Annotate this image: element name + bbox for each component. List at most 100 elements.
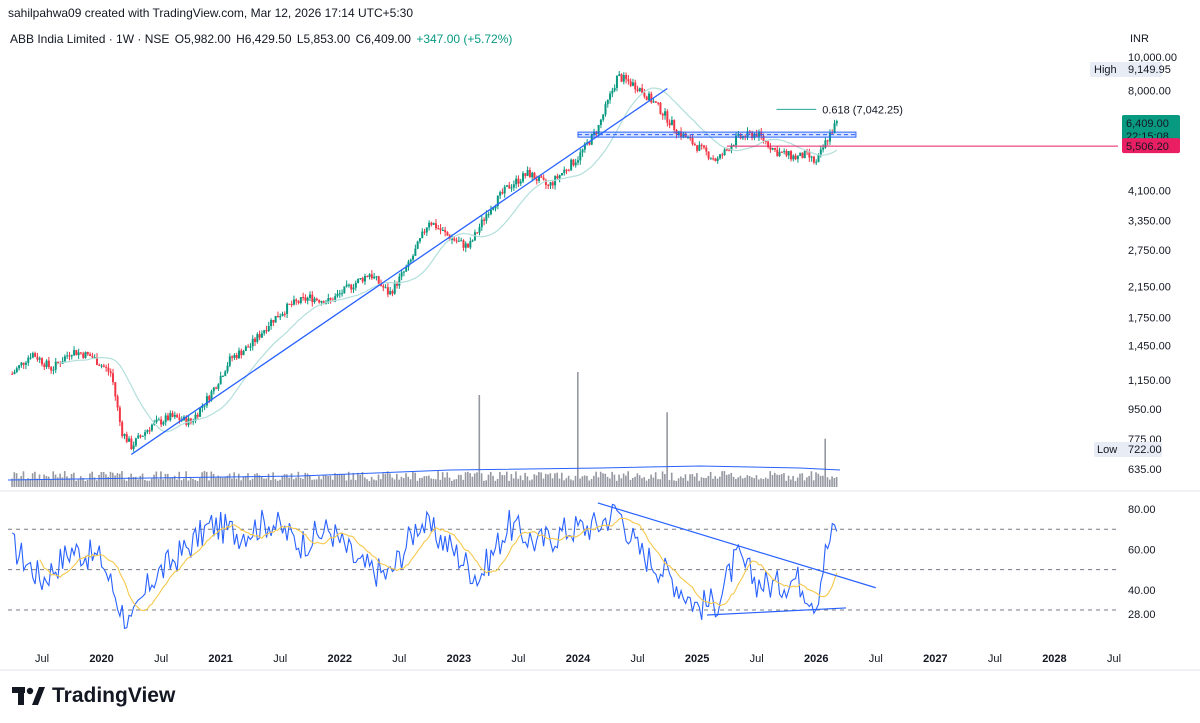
volume-bar [366, 479, 368, 487]
volume-bar [638, 475, 641, 487]
candle-body [162, 422, 165, 425]
time-axis-label: 2020 [89, 653, 113, 665]
volume-bar [144, 479, 146, 487]
volume-bar [309, 475, 311, 487]
volume-bar [199, 477, 201, 487]
candle-body [597, 124, 600, 135]
volume-bar [205, 471, 208, 487]
candle-body [219, 375, 222, 385]
volume-bar [595, 471, 597, 487]
volume-bar [826, 477, 829, 487]
candle-body [735, 135, 738, 146]
candle-body [402, 271, 405, 273]
volume-bar [251, 478, 254, 487]
price-axis-label: 8,000.00 [1128, 85, 1171, 97]
candle-body [311, 294, 314, 303]
candle-body [501, 192, 504, 194]
candle-body [169, 413, 172, 421]
volume-bar [631, 477, 634, 487]
candle-body [400, 272, 403, 277]
candle-body [709, 158, 712, 160]
candle-body [75, 350, 78, 356]
candle-body [228, 356, 231, 366]
candle-body [780, 151, 783, 153]
ascending-trendline [130, 87, 668, 455]
candle-body [338, 293, 341, 295]
volume-bar [93, 477, 96, 487]
symbol-name[interactable]: ABB India Limited · 1W · NSE [10, 32, 170, 46]
candle-body [215, 387, 218, 389]
candle-body [306, 297, 309, 301]
volume-bar [480, 473, 483, 487]
volume-bar [693, 476, 696, 487]
volume-bar [169, 477, 171, 487]
volume-bar [707, 475, 710, 487]
volume-bar [570, 479, 572, 487]
candle-body [221, 375, 224, 377]
candle-body [462, 240, 465, 248]
candle-body [487, 214, 490, 216]
candle-body [739, 133, 742, 139]
candle-body [86, 352, 89, 355]
candle-body [508, 185, 511, 189]
high-label: High [1094, 64, 1117, 76]
volume-bar [666, 412, 668, 487]
candle-body [531, 172, 534, 178]
volume-bar [478, 395, 481, 487]
volume-bar [524, 472, 526, 487]
volume-bar [357, 472, 359, 487]
volume-bar [380, 479, 382, 487]
candle-body [309, 294, 311, 298]
volume-bar [121, 471, 123, 487]
time-axis-label: Jul [631, 653, 645, 665]
rsi-axis-label: 80.00 [1128, 504, 1156, 516]
candle-body [579, 152, 582, 161]
volume-bar [164, 473, 167, 487]
candle-body [93, 357, 96, 359]
volume-bar [306, 473, 309, 487]
candle-body [496, 195, 499, 207]
volume-bar [336, 474, 339, 487]
volume-bar [382, 473, 384, 487]
volume-bar [290, 473, 293, 487]
volume-bar [551, 478, 554, 487]
volume-bar [50, 479, 52, 487]
volume-bar [489, 471, 492, 487]
candle-body [173, 414, 176, 417]
candle-body [615, 75, 618, 88]
tradingview-logo[interactable]: TradingView [12, 684, 175, 708]
volume-bar [386, 471, 389, 487]
volume-bar [648, 478, 650, 487]
volume-bar [721, 471, 723, 487]
volume-bar [347, 471, 350, 487]
candle-body [240, 350, 243, 356]
rsi-axis-label: 60.00 [1128, 544, 1156, 556]
price-axis-label: 1,150.00 [1128, 375, 1171, 387]
candle-body [178, 417, 181, 421]
candle-body [393, 282, 396, 294]
candle-body [783, 151, 786, 153]
candle-body [157, 419, 160, 421]
candle-body [281, 313, 284, 316]
volume-bar [467, 471, 469, 487]
time-axis-label: 2022 [328, 653, 352, 665]
volume-bar [185, 471, 187, 487]
candle-body [558, 175, 561, 179]
volume-bar [407, 476, 410, 487]
volume-bar [409, 479, 412, 487]
volume-bar [373, 479, 375, 487]
time-axis-label: Jul [273, 653, 287, 665]
candle-body [89, 354, 92, 357]
candle-body [716, 158, 719, 162]
volume-bar [833, 477, 836, 487]
candle-body [91, 356, 94, 358]
volume-bar [661, 471, 664, 487]
volume-bar [473, 473, 476, 487]
candle-body [171, 413, 174, 417]
candle-body [485, 214, 488, 221]
volume-bar [414, 472, 416, 487]
volume-bar [370, 476, 373, 487]
candle-body [680, 131, 683, 137]
candle-body [570, 159, 573, 171]
